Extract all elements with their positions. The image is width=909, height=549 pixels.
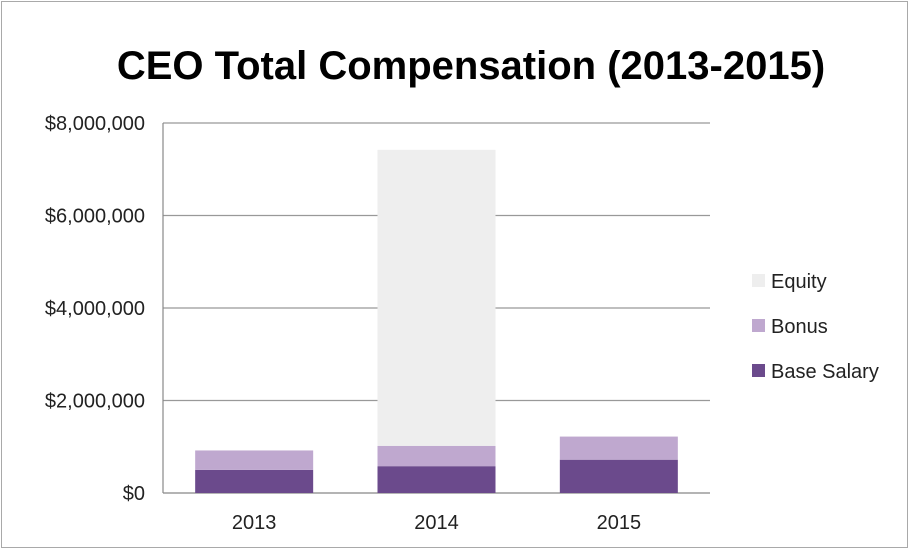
y-axis-ticks: $0 $2,000,000 $4,000,000 $6,000,000 $8,000,0… xyxy=(45,113,145,505)
x-tick-label: 2013 xyxy=(232,512,277,534)
y-tick-label: $2,000,000 xyxy=(45,391,145,413)
y-tick-label: $0 xyxy=(123,483,145,505)
bar-bonus-2014 xyxy=(377,445,496,467)
x-tick-label: 2014 xyxy=(414,512,459,534)
y-tick-label: $4,000,000 xyxy=(45,298,145,320)
legend-label: Base Salary xyxy=(771,361,879,383)
x-tick-label: 2015 xyxy=(597,512,642,534)
legend-swatch-bonus xyxy=(752,319,765,332)
bar-base-salary-2015 xyxy=(559,459,678,493)
y-tick-label: $8,000,000 xyxy=(45,113,145,135)
bars xyxy=(195,149,678,493)
legend-label: Bonus xyxy=(771,316,828,338)
bar-bonus-2015 xyxy=(559,436,678,460)
bar-bonus-2013 xyxy=(195,450,314,470)
legend-label: Equity xyxy=(771,271,827,293)
chart-title: CEO Total Compensation (2013-2015) xyxy=(117,44,825,88)
legend-swatch-base-salary xyxy=(752,364,765,377)
y-tick-label: $6,000,000 xyxy=(45,206,145,228)
bar-equity-2014 xyxy=(377,149,496,446)
bar-base-salary-2014 xyxy=(377,466,496,493)
x-axis-ticks: 2013 2014 2015 xyxy=(232,512,641,534)
bar-base-salary-2013 xyxy=(195,469,314,493)
legend-swatch-equity xyxy=(752,274,765,287)
legend: Equity Bonus Base Salary xyxy=(752,271,879,383)
